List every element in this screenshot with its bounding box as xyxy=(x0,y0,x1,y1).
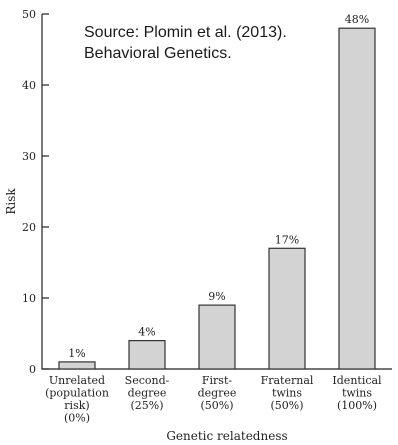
x-category-label: Identical twins (100%) xyxy=(332,374,382,412)
y-tick-label: 30 xyxy=(22,150,36,163)
source-note-line-1: Source: Plomin et al. (2013). xyxy=(84,24,287,41)
y-axis-label: Risk xyxy=(4,188,18,215)
bar xyxy=(58,361,96,370)
y-tick-label: 40 xyxy=(22,79,36,92)
bar-value-label: 1% xyxy=(68,347,85,360)
y-tick-label: 50 xyxy=(22,8,36,21)
x-axis-label: Genetic relatedness xyxy=(166,429,287,443)
source-note: Source: Plomin et al. (2013). Behavioral… xyxy=(84,22,344,64)
x-category-label: Fraternal twins (50%) xyxy=(261,374,314,412)
bar xyxy=(268,247,306,370)
chart-labels: 1% Unrelated (population risk) (0%) 4% Second-… xyxy=(45,13,382,424)
bar xyxy=(128,340,166,370)
x-category-label: Second-degree (25%) xyxy=(125,374,170,412)
x-category-label: Unrelated (population risk) (0%) xyxy=(45,374,109,425)
bar xyxy=(198,304,236,370)
bar-value-label: 48% xyxy=(345,13,369,26)
bar-value-label: 17% xyxy=(275,233,299,246)
source-note-line-2: Behavioral Genetics. xyxy=(84,45,232,62)
x-category-label: First-degree (50%) xyxy=(198,374,237,412)
y-tick-label: 0 xyxy=(29,363,36,376)
bar xyxy=(338,27,376,370)
bar-value-label: 9% xyxy=(208,290,225,303)
bar-value-label: 4% xyxy=(138,326,155,339)
y-tick-label: 20 xyxy=(22,221,36,234)
chart-bars xyxy=(58,27,376,370)
y-tick-label: 10 xyxy=(22,292,36,305)
